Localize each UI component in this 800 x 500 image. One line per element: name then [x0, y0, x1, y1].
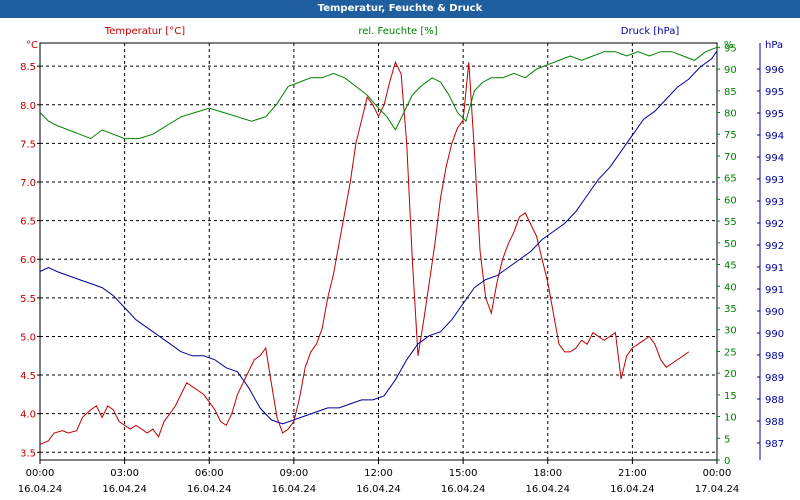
- y-tick-label-humidity: 10: [724, 413, 737, 424]
- y-tick-label-humidity: 0: [724, 456, 730, 467]
- x-tick-date-label: 16.04.24: [187, 484, 232, 495]
- y-tick-label-humidity: 75: [724, 130, 737, 141]
- y-tick-label-temperature: 7.5: [20, 139, 36, 150]
- y-tick-label-pressure: 991: [765, 285, 784, 296]
- y-tick-label-humidity: 40: [724, 282, 737, 293]
- series-line-temperature: [39, 60, 690, 446]
- y-tick-label-pressure: 988: [765, 417, 784, 428]
- y-tick-label-pressure: 988: [765, 395, 784, 406]
- y-axis-unit-temperature: °C: [26, 40, 38, 51]
- y-tick-label-pressure: 991: [765, 263, 784, 274]
- series-label-temperature: Temperatur [°C]: [104, 26, 185, 37]
- y-tick-label-humidity: 55: [724, 217, 737, 228]
- y-tick-label-humidity: 35: [724, 304, 737, 315]
- y-tick-label-pressure: 990: [765, 329, 784, 340]
- y-tick-label-humidity: 95: [724, 43, 737, 54]
- y-tick-label-temperature: 3.5: [20, 448, 36, 459]
- x-tick-date-label: 16.04.24: [610, 484, 655, 495]
- y-tick-label-humidity: 60: [724, 195, 737, 206]
- y-tick-label-humidity: 45: [724, 261, 737, 272]
- y-tick-label-pressure: 995: [765, 109, 784, 120]
- y-axis-unit-pressure: hPa: [765, 40, 783, 51]
- x-tick-time-label: 06:00: [195, 468, 224, 479]
- x-tick-date-label: 16.04.24: [102, 484, 147, 495]
- x-tick-date-label: 16.04.24: [441, 484, 486, 495]
- x-tick-time-label: 12:00: [364, 468, 393, 479]
- y-tick-label-humidity: 15: [724, 391, 737, 402]
- y-tick-label-pressure: 993: [765, 197, 784, 208]
- y-tick-label-pressure: 990: [765, 307, 784, 318]
- y-tick-label-pressure: 994: [765, 131, 784, 142]
- x-tick-time-label: 09:00: [279, 468, 308, 479]
- y-tick-label-pressure: 989: [765, 351, 784, 362]
- y-tick-label-pressure: 992: [765, 219, 784, 230]
- y-tick-label-humidity: 85: [724, 87, 737, 98]
- window-title: Temperatur, Feuchte & Druck: [317, 3, 483, 14]
- x-tick-date-label: 16.04.24: [525, 484, 570, 495]
- y-tick-label-pressure: 992: [765, 241, 784, 252]
- x-tick-time-label: 15:00: [449, 468, 478, 479]
- y-tick-label-pressure: 996: [765, 65, 784, 76]
- y-tick-label-temperature: 6.5: [20, 217, 36, 228]
- y-tick-label-pressure: 987: [765, 439, 784, 450]
- y-axis-unit-humidity: %: [724, 40, 734, 51]
- y-tick-label-humidity: 25: [724, 347, 737, 358]
- grid-lines: [40, 43, 717, 460]
- y-tick-label-temperature: 7.0: [20, 178, 36, 189]
- y-tick-label-humidity: 65: [724, 174, 737, 185]
- series-label-humidity: rel. Feuchte [%]: [358, 26, 437, 37]
- series-label-pressure: Druck [hPa]: [621, 26, 680, 37]
- x-tick-date-label: 16.04.24: [18, 484, 63, 495]
- y-tick-label-humidity: 20: [724, 369, 737, 380]
- y-tick-label-humidity: 80: [724, 109, 737, 120]
- y-tick-label-temperature: 4.5: [20, 371, 36, 382]
- y-tick-label-humidity: 5: [724, 434, 730, 445]
- y-tick-label-humidity: 50: [724, 239, 737, 250]
- y-tick-label-humidity: 70: [724, 152, 737, 163]
- x-tick-time-label: 21:00: [618, 468, 647, 479]
- window-title-bar: Temperatur, Feuchte & Druck: [0, 0, 800, 18]
- y-tick-label-pressure: 995: [765, 87, 784, 98]
- y-tick-label-temperature: 4.0: [20, 410, 36, 421]
- y-tick-label-temperature: 6.0: [20, 255, 36, 266]
- y-tick-label-temperature: 8.0: [20, 101, 36, 112]
- y-tick-label-humidity: 30: [724, 326, 737, 337]
- x-tick-time-label: 18:00: [533, 468, 562, 479]
- series-lines: [39, 46, 718, 446]
- x-tick-time-label: 00:00: [26, 468, 55, 479]
- series-line-pressure: [39, 50, 718, 425]
- series-line-humidity: [39, 46, 718, 140]
- axes: [37, 42, 761, 464]
- y-tick-label-temperature: 5.5: [20, 294, 36, 305]
- y-tick-label-temperature: 8.5: [20, 62, 36, 73]
- y-tick-label-pressure: 993: [765, 175, 784, 186]
- y-tick-label-pressure: 994: [765, 153, 784, 164]
- x-tick-date-label: 17.04.24: [695, 484, 740, 495]
- x-tick-date-label: 16.04.24: [356, 484, 401, 495]
- x-tick-time-label: 00:00: [703, 468, 732, 479]
- x-tick-time-label: 03:00: [110, 468, 139, 479]
- x-tick-date-label: 16.04.24: [272, 484, 317, 495]
- y-tick-label-temperature: 5.0: [20, 332, 36, 343]
- axis-labels: 00:00 16.04.24 03:00 16.04.24 06:00 16.04.24 0…: [18, 26, 784, 495]
- y-tick-label-pressure: 989: [765, 373, 784, 384]
- y-tick-label-humidity: 90: [724, 65, 737, 76]
